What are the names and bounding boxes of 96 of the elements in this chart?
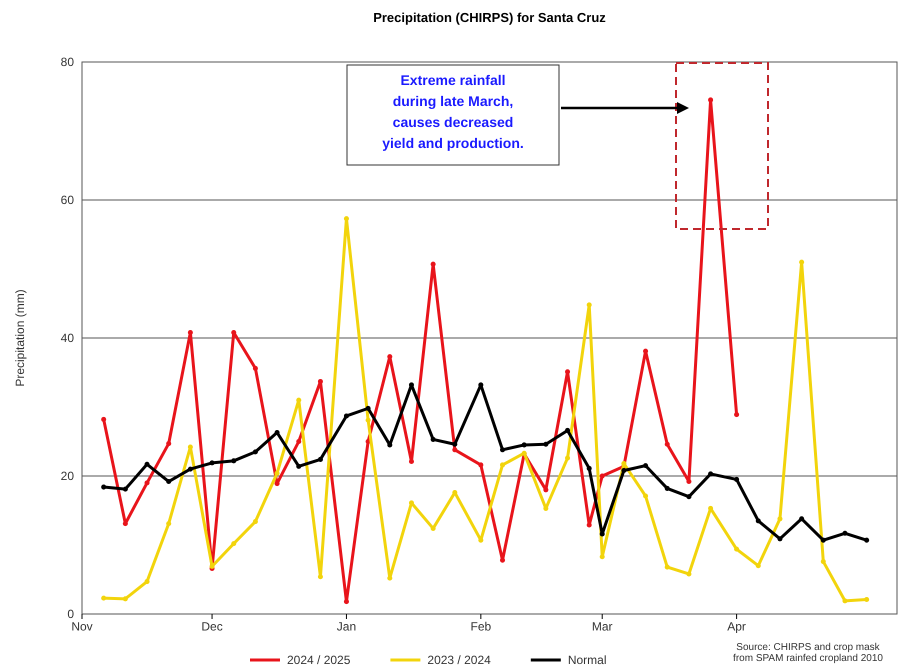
point bbox=[144, 579, 150, 584]
source-note: Source: CHIRPS and crop mask from SPAM rainfed cropland 2010 bbox=[733, 642, 884, 664]
point bbox=[166, 479, 172, 484]
point bbox=[820, 559, 826, 564]
point bbox=[101, 484, 106, 490]
point bbox=[452, 447, 458, 452]
point bbox=[144, 480, 150, 486]
point bbox=[565, 456, 570, 461]
point bbox=[586, 302, 592, 308]
point bbox=[252, 366, 258, 371]
point bbox=[621, 468, 626, 473]
note-box: Extreme rainfall during late March, causes decreased yield and production. bbox=[346, 64, 560, 166]
x-tick-label: Nov bbox=[71, 620, 93, 634]
chart-title: Precipitation (CHIRPS) for Santa Cruz bbox=[373, 10, 606, 25]
point bbox=[543, 442, 548, 447]
point bbox=[274, 470, 280, 476]
point bbox=[864, 596, 870, 602]
point bbox=[600, 554, 605, 560]
point bbox=[318, 378, 323, 384]
point bbox=[344, 599, 349, 604]
point bbox=[842, 598, 848, 604]
point bbox=[296, 438, 302, 444]
point bbox=[122, 596, 128, 602]
point bbox=[708, 471, 714, 476]
legend-label: 2023 / 2024 bbox=[427, 653, 492, 667]
point bbox=[210, 460, 215, 466]
point bbox=[296, 464, 302, 469]
legend-label: Normal bbox=[568, 653, 606, 667]
x-tick-label: Dec bbox=[201, 620, 223, 634]
point bbox=[231, 541, 236, 546]
point bbox=[344, 413, 349, 418]
point bbox=[318, 456, 323, 462]
point bbox=[734, 476, 740, 482]
point bbox=[799, 260, 804, 265]
legend-label: 2024 / 2025 bbox=[287, 653, 351, 667]
point bbox=[318, 574, 323, 580]
point bbox=[500, 558, 506, 563]
point bbox=[842, 530, 848, 536]
point bbox=[500, 447, 506, 452]
point bbox=[600, 473, 605, 479]
point bbox=[643, 493, 648, 499]
point bbox=[686, 571, 692, 576]
point bbox=[756, 563, 761, 568]
point bbox=[586, 466, 592, 471]
point bbox=[430, 262, 436, 267]
point bbox=[777, 536, 782, 542]
point bbox=[643, 463, 648, 468]
point bbox=[101, 416, 106, 422]
point bbox=[274, 481, 280, 486]
point bbox=[188, 330, 193, 335]
point bbox=[430, 436, 436, 442]
point bbox=[500, 462, 506, 468]
point bbox=[166, 441, 172, 446]
point bbox=[664, 486, 670, 491]
point bbox=[144, 462, 150, 467]
point bbox=[664, 442, 670, 447]
y-tick-label: 80 bbox=[60, 54, 74, 69]
point bbox=[430, 526, 436, 531]
point bbox=[188, 466, 193, 472]
point bbox=[686, 494, 692, 500]
point bbox=[664, 564, 670, 570]
point bbox=[565, 369, 570, 374]
point bbox=[366, 406, 371, 411]
x-tick-label: Jan bbox=[336, 620, 356, 634]
point bbox=[799, 516, 804, 522]
annotation: Extreme rainfall during late March, causes decreased yield and production. bbox=[382, 72, 524, 151]
point bbox=[366, 418, 371, 423]
point bbox=[708, 97, 714, 102]
point bbox=[252, 449, 258, 454]
x-tick-label: Feb bbox=[470, 620, 492, 634]
y-tick-label: 0 bbox=[67, 606, 74, 621]
point bbox=[522, 442, 527, 448]
point bbox=[734, 546, 740, 552]
y-axis-title: Precipitation (mm) bbox=[13, 289, 27, 387]
point bbox=[777, 516, 782, 522]
point bbox=[387, 576, 392, 581]
point bbox=[756, 518, 761, 524]
point bbox=[101, 596, 106, 601]
point bbox=[122, 486, 128, 492]
point bbox=[686, 479, 692, 484]
point bbox=[820, 538, 826, 543]
point bbox=[231, 330, 236, 335]
y-tick-label: 20 bbox=[60, 468, 74, 483]
y-tick-label: 40 bbox=[60, 330, 74, 345]
point bbox=[274, 430, 280, 436]
point bbox=[478, 462, 484, 468]
point bbox=[565, 428, 570, 433]
point bbox=[734, 412, 740, 418]
point bbox=[252, 519, 258, 524]
y-tick-label: 60 bbox=[60, 192, 74, 207]
point bbox=[864, 538, 870, 543]
x-tick-label: Mar bbox=[592, 620, 613, 634]
point bbox=[231, 458, 236, 464]
point bbox=[452, 442, 458, 447]
point bbox=[166, 521, 172, 526]
x-tick-label: Apr bbox=[727, 620, 746, 634]
